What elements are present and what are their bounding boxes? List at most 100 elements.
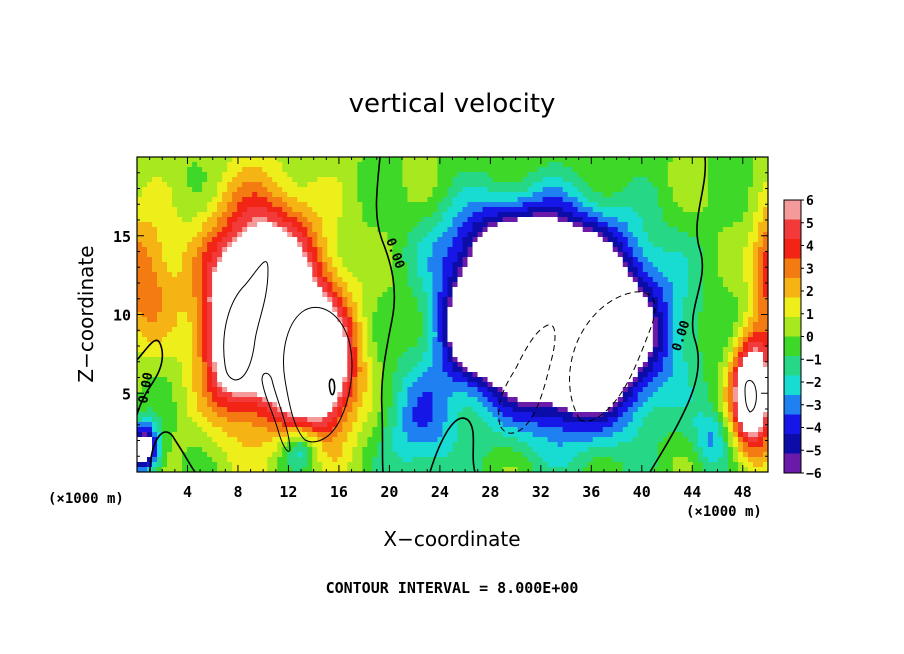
heatmap-cell [412, 267, 419, 273]
heatmap-cell [207, 467, 213, 472]
heatmap-cell [272, 382, 278, 388]
heatmap-cell [242, 337, 248, 343]
heatmap-cell [407, 177, 414, 183]
heatmap-cell [147, 332, 153, 338]
heatmap-cell [512, 332, 519, 338]
heatmap-cell [507, 307, 514, 313]
heatmap-cell [227, 252, 233, 258]
heatmap-cell [422, 387, 429, 393]
heatmap-cell [502, 437, 509, 443]
heatmap-cell [412, 352, 419, 358]
heatmap-cell [247, 242, 253, 248]
heatmap-cell [162, 312, 168, 318]
heatmap-cell [182, 367, 188, 373]
heatmap-cell [462, 387, 469, 393]
heatmap-cell [392, 257, 399, 263]
heatmap-cell [422, 382, 429, 388]
heatmap-cell [142, 267, 148, 273]
heatmap-cell [497, 232, 504, 238]
heatmap-cell [512, 387, 519, 393]
heatmap-cell [497, 307, 504, 313]
heatmap-cell [442, 362, 449, 368]
heatmap-cell [462, 427, 469, 433]
heatmap-cell [462, 402, 469, 408]
heatmap-cell [502, 382, 509, 388]
heatmap-cell [212, 157, 218, 163]
heatmap-cell [342, 257, 348, 263]
heatmap-cell [207, 292, 213, 298]
heatmap-cell [162, 397, 168, 403]
heatmap-cell [282, 382, 288, 388]
heatmap-cell [327, 272, 333, 278]
heatmap-cell [287, 242, 293, 248]
heatmap-cell [347, 372, 353, 378]
heatmap-cell [137, 307, 143, 313]
heatmap-cell [347, 337, 353, 343]
heatmap-cell [157, 317, 163, 323]
heatmap-cell [492, 272, 499, 278]
heatmap-cell [287, 382, 293, 388]
heatmap-cell [257, 432, 263, 438]
heatmap-cell [357, 452, 363, 458]
heatmap-cell [362, 342, 368, 348]
heatmap-cell [407, 442, 414, 448]
heatmap-cell [442, 162, 449, 168]
heatmap-cell [197, 322, 203, 328]
heatmap-cell [382, 192, 388, 198]
heatmap-cell [462, 222, 469, 228]
heatmap-cell [417, 207, 424, 213]
heatmap-cell [492, 162, 499, 168]
heatmap-cell [337, 392, 343, 398]
heatmap-cell [467, 197, 474, 203]
heatmap-cell [277, 427, 283, 433]
heatmap-cell [362, 357, 368, 363]
heatmap-cell [227, 447, 233, 453]
heatmap-cell [432, 187, 439, 193]
heatmap-cell [332, 262, 338, 268]
heatmap-cell [137, 317, 143, 323]
heatmap-cell [212, 297, 218, 303]
heatmap-cell [342, 237, 348, 243]
heatmap-cell [472, 237, 479, 243]
heatmap-cell [227, 462, 233, 468]
heatmap-cell [462, 297, 469, 303]
heatmap-cell [397, 332, 404, 338]
heatmap-cell [212, 272, 218, 278]
heatmap-cell [337, 167, 343, 173]
heatmap-cell [497, 202, 504, 208]
heatmap-cell [227, 347, 233, 353]
heatmap-cell [297, 367, 303, 373]
heatmap-cell [457, 207, 464, 213]
heatmap-cell [322, 462, 328, 468]
heatmap-cell [327, 432, 333, 438]
heatmap-cell [387, 197, 394, 203]
heatmap-cell [502, 307, 509, 313]
heatmap-cell [277, 372, 283, 378]
heatmap-cell [177, 257, 183, 263]
heatmap-cell [457, 437, 464, 443]
heatmap-cell [192, 157, 198, 163]
heatmap-cell [497, 272, 504, 278]
heatmap-cell [507, 467, 514, 472]
heatmap-cell [292, 382, 298, 388]
heatmap-cell [432, 317, 439, 323]
heatmap-cell [167, 377, 173, 383]
heatmap-cell [327, 447, 333, 453]
heatmap-cell [382, 397, 388, 403]
heatmap-cell [337, 157, 343, 163]
heatmap-cell [407, 217, 414, 223]
heatmap-cell [292, 162, 298, 168]
heatmap-cell [312, 427, 318, 433]
heatmap-cell [252, 412, 258, 418]
heatmap-cell [377, 202, 383, 208]
heatmap-cell [472, 157, 479, 163]
heatmap-cell [352, 167, 358, 173]
heatmap-cell [332, 412, 338, 418]
heatmap-cell [527, 297, 534, 303]
heatmap-cell [232, 327, 238, 333]
heatmap-cell [152, 382, 158, 388]
heatmap-cell [497, 237, 504, 243]
heatmap-cell [362, 432, 368, 438]
heatmap-cell [527, 332, 534, 338]
heatmap-cell [407, 397, 414, 403]
